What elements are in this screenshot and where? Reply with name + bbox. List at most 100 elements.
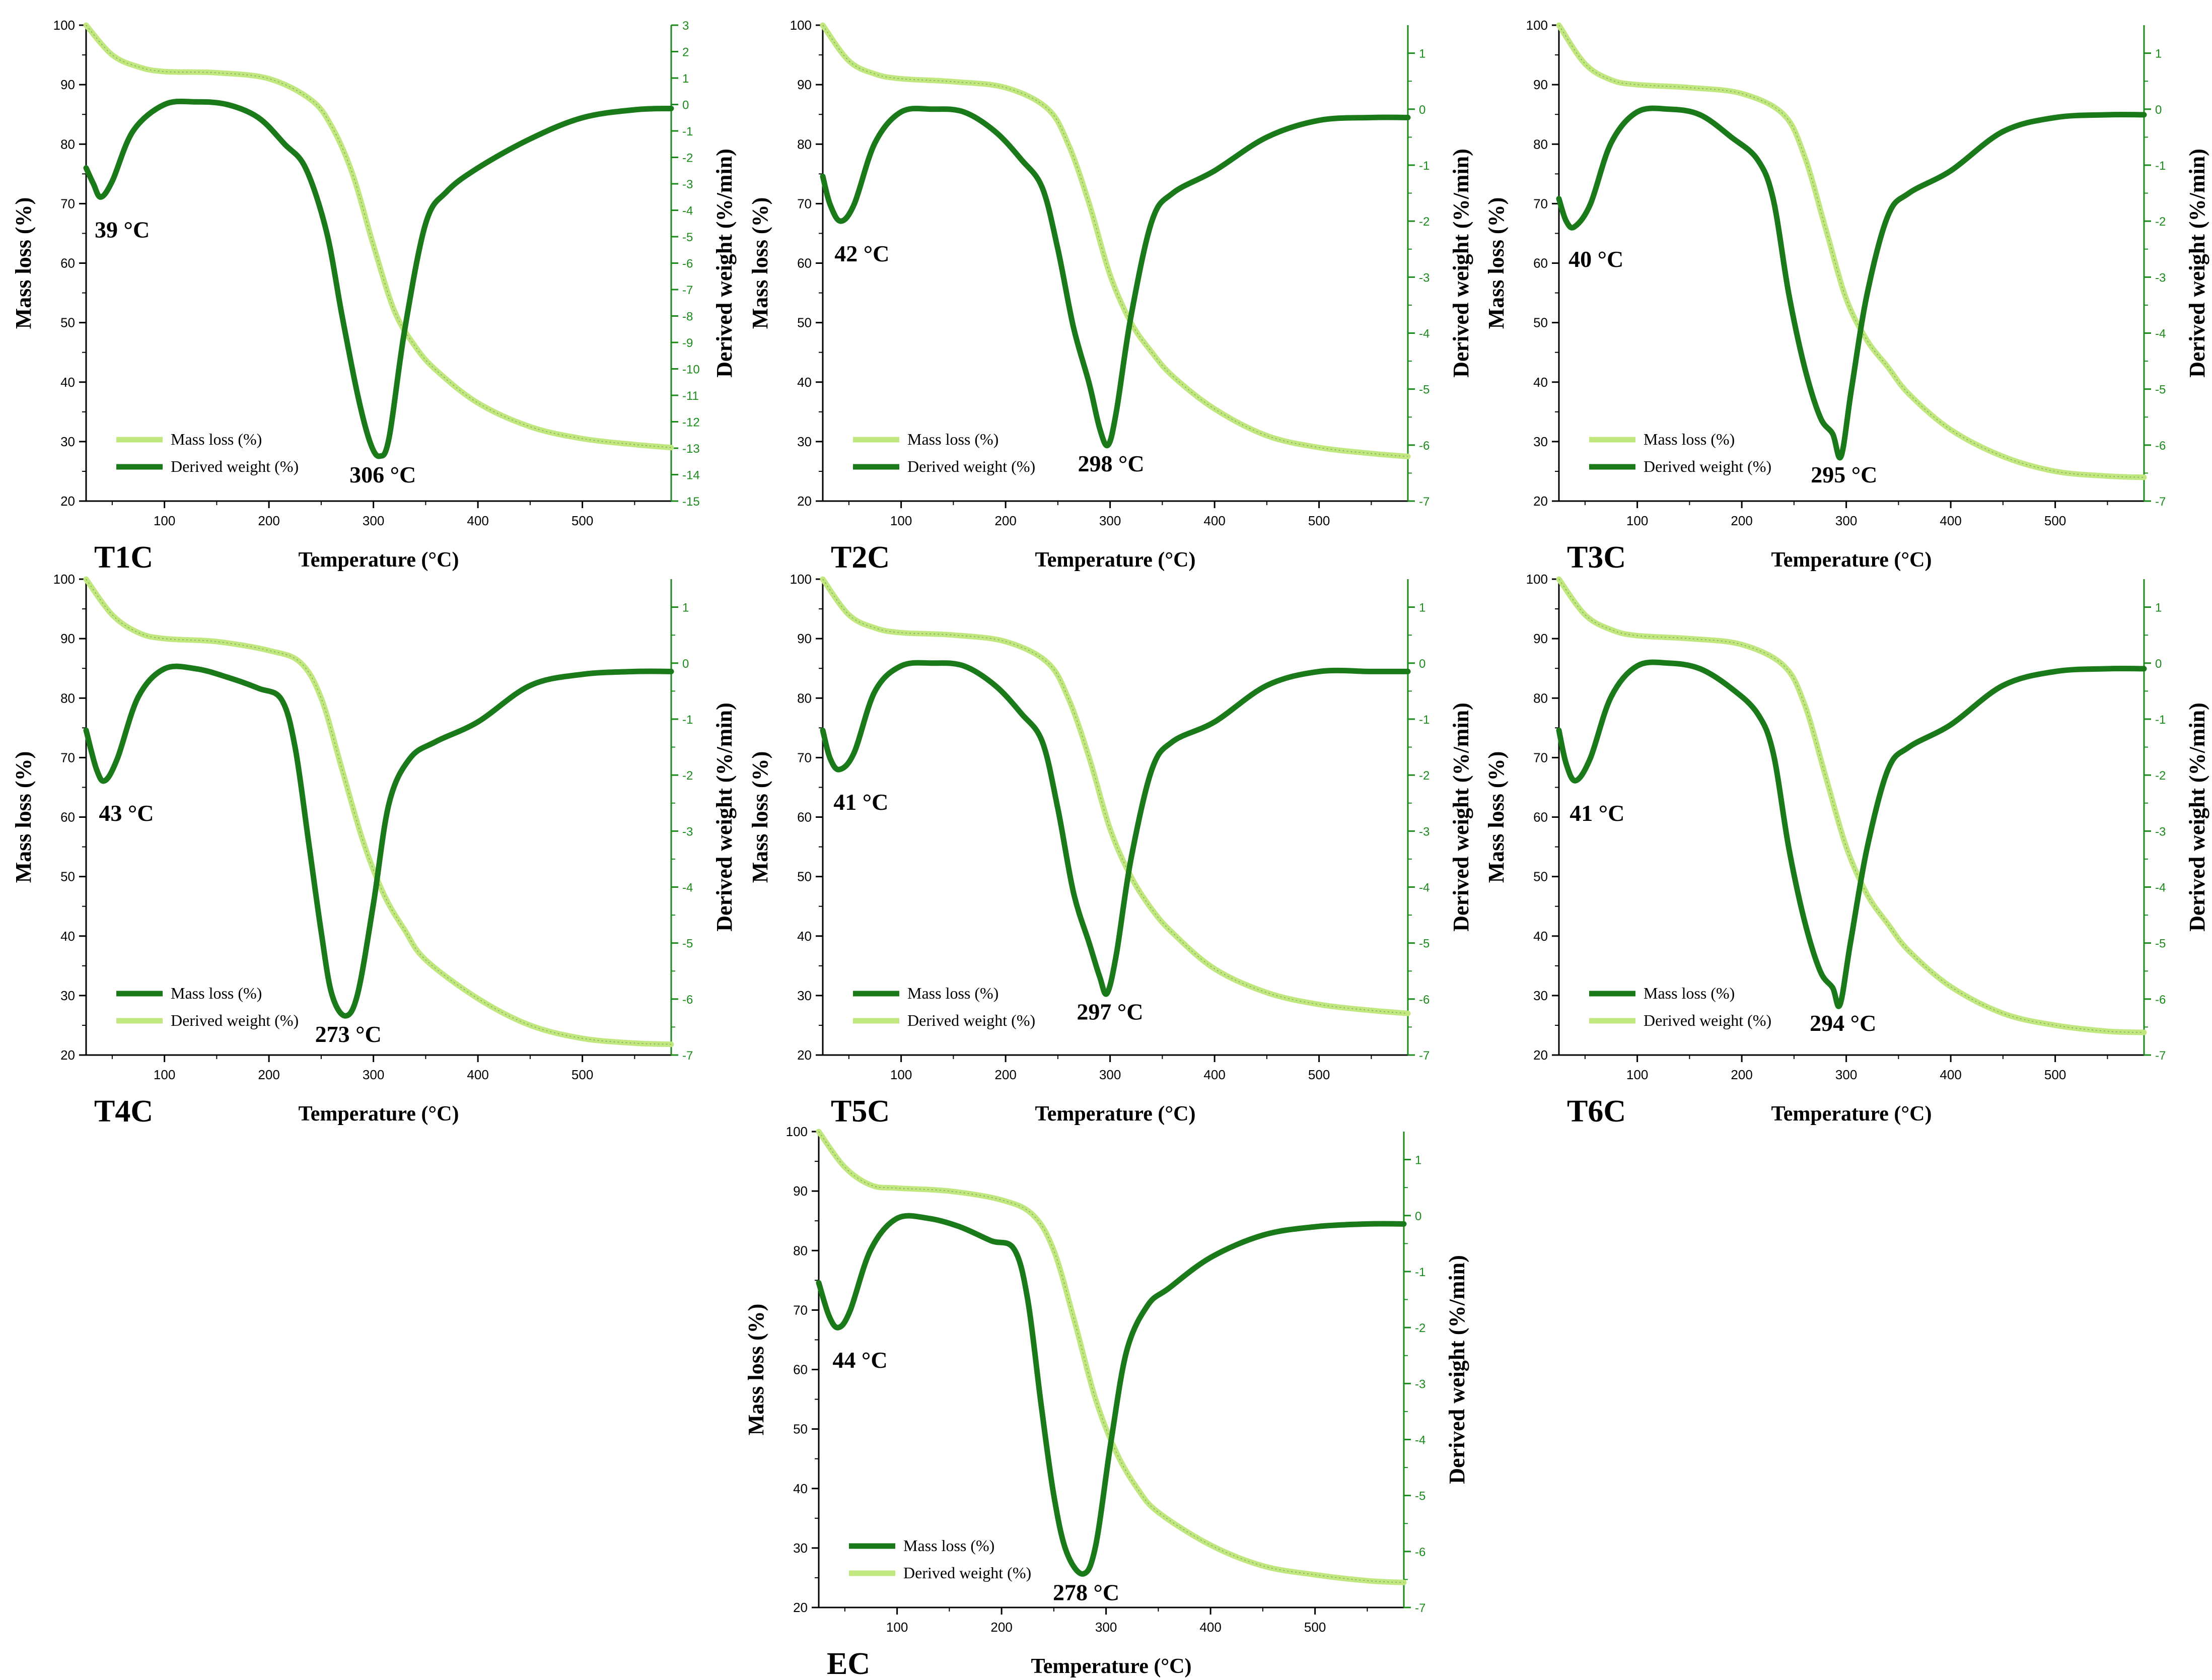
right-tick-label: -15 [682, 495, 700, 509]
peak-annotation: 44 °C [832, 1347, 887, 1373]
x-tick-label: 300 [1099, 1067, 1121, 1082]
right-tick-label: -12 [682, 416, 700, 430]
left-tick-label: 40 [1533, 929, 1548, 944]
right-tick-label: -3 [1415, 1377, 1425, 1391]
legend-label: Mass loss (%) [907, 984, 998, 1002]
right-tick-label: -4 [1419, 327, 1430, 340]
right-tick-label: -3 [2155, 271, 2166, 285]
panel-label: T4C [94, 1094, 153, 1129]
series-line-mass-loss-dots [86, 579, 672, 1045]
panel-label: T2C [831, 540, 890, 575]
left-tick-label: 50 [793, 1422, 808, 1437]
peak-annotation: 294 °C [1810, 1010, 1876, 1036]
right-tick-label: -6 [682, 257, 693, 271]
x-tick-label: 400 [1940, 513, 1961, 528]
x-tick-label: 500 [572, 513, 593, 528]
right-tick-label: 1 [1419, 601, 1425, 615]
y-axis-title-left: Mass loss (%) [11, 751, 36, 883]
left-tick-label: 30 [797, 434, 812, 449]
legend-label: Mass loss (%) [903, 1536, 994, 1555]
left-tick-label: 60 [60, 810, 75, 825]
x-tick-label: 200 [994, 513, 1016, 528]
right-tick-label: -7 [682, 1049, 693, 1063]
x-tick-label: 200 [994, 1067, 1016, 1082]
right-tick-label: -3 [682, 178, 693, 191]
left-tick-label: 20 [1533, 494, 1548, 509]
x-axis-title: Temperature (°C) [1031, 1655, 1192, 1678]
x-tick-label: 100 [890, 513, 912, 528]
series-line-derived-weight [1556, 659, 2147, 1009]
y-axis-title-left: Mass loss (%) [748, 197, 772, 329]
x-tick-label: 400 [1940, 1067, 1961, 1082]
right-tick-label: -2 [1419, 769, 1430, 783]
peak-annotation: 298 °C [1078, 451, 1144, 476]
left-tick-label: 70 [797, 196, 812, 211]
panel-label: T6C [1567, 1094, 1626, 1129]
right-tick-label: -2 [1415, 1321, 1425, 1335]
left-tick-label: 60 [793, 1362, 808, 1377]
x-tick-label: 300 [1099, 513, 1121, 528]
right-tick-label: -6 [1419, 993, 1430, 1007]
right-tick-label: -9 [682, 336, 693, 350]
x-tick-label: 100 [890, 1067, 912, 1082]
peak-annotation: 41 °C [833, 789, 888, 815]
left-tick-label: 70 [793, 1302, 808, 1317]
series-line-mass-loss [83, 576, 674, 1047]
right-tick-label: -7 [1415, 1601, 1425, 1615]
right-tick-label: -1 [682, 125, 693, 138]
left-tick-label: 60 [797, 810, 812, 825]
chart-panel-t4c: 20 30 40 50 60 70 80 90 100 -7 -6 -5 -4 -3 -2 -1 0 1 100 20… [11, 572, 737, 1129]
left-tick-label: 30 [60, 988, 75, 1003]
series-line-mass-loss [816, 1129, 1407, 1585]
x-tick-label: 200 [1731, 513, 1752, 528]
right-tick-label: -13 [682, 442, 700, 456]
legend-label: Derived weight (%) [907, 457, 1035, 475]
left-tick-label: 100 [790, 18, 812, 33]
peak-annotation: 41 °C [1569, 800, 1624, 826]
left-tick-label: 100 [790, 572, 812, 587]
left-tick-label: 80 [60, 690, 75, 706]
left-tick-label: 90 [60, 631, 75, 646]
left-tick-label: 90 [797, 631, 812, 646]
left-tick-label: 50 [1533, 315, 1548, 330]
legend-label: Derived weight (%) [171, 1011, 299, 1029]
x-axis-title: Temperature (°C) [299, 548, 459, 572]
left-tick-label: 70 [797, 750, 812, 765]
right-tick-label: -4 [682, 881, 693, 894]
right-tick-label: -8 [682, 310, 693, 324]
right-tick-label: -5 [1415, 1490, 1425, 1503]
right-tick-label: 1 [682, 72, 689, 86]
right-tick-label: -2 [2155, 215, 2166, 229]
right-tick-label: 0 [1415, 1210, 1421, 1223]
left-tick-label: 30 [60, 434, 75, 449]
series-line-mass-loss [83, 22, 674, 451]
peak-annotation: 295 °C [1811, 462, 1877, 487]
left-tick-label: 80 [1533, 136, 1548, 152]
panel-label: T3C [1567, 540, 1626, 575]
right-tick-label: -2 [682, 152, 693, 165]
x-tick-label: 300 [1835, 1067, 1857, 1082]
series-line-derived-weight [1556, 105, 2147, 461]
left-tick-label: 20 [60, 494, 75, 509]
left-tick-label: 90 [1533, 77, 1548, 92]
right-tick-label: -1 [2155, 713, 2166, 727]
left-tick-label: 70 [1533, 750, 1548, 765]
chart-panel-ec: 20 30 40 50 60 70 80 90 100 -7 -6 -5 -4 -3 -2 -1 0 1 100 20… [744, 1124, 1469, 1680]
left-tick-label: 90 [1533, 631, 1548, 646]
legend-label: Derived weight (%) [1644, 457, 1771, 475]
series-line-derived-weight [820, 660, 1411, 997]
right-tick-label: -2 [2155, 769, 2166, 783]
left-tick-label: 20 [797, 494, 812, 509]
right-tick-label: -14 [682, 469, 700, 482]
left-tick-label: 40 [793, 1481, 808, 1496]
right-tick-label: -3 [1419, 825, 1430, 838]
chart-panel-t3c: 20 30 40 50 60 70 80 90 100 -7 -6 -5 -4 -3 -2 -1 0 1 100 20… [1484, 18, 2209, 575]
left-tick-label: 80 [797, 690, 812, 706]
left-tick-label: 20 [793, 1600, 808, 1615]
left-tick-label: 100 [1526, 572, 1548, 587]
left-tick-label: 80 [797, 136, 812, 152]
legend-label: Mass loss (%) [1644, 430, 1735, 448]
right-tick-label: -7 [2155, 495, 2166, 509]
